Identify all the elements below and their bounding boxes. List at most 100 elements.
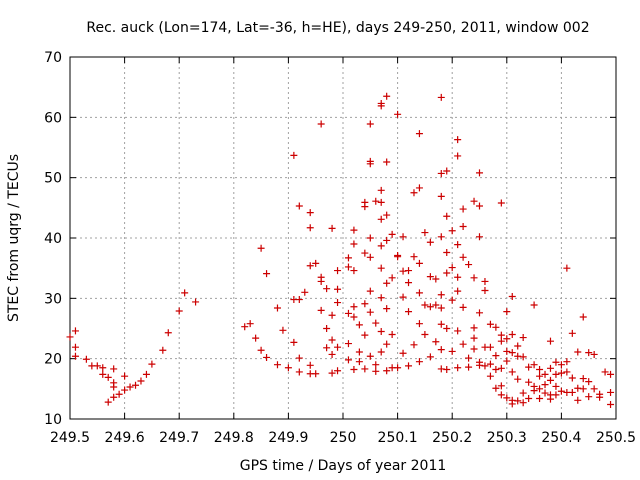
data-point (492, 352, 500, 360)
data-point (497, 364, 505, 372)
data-point (399, 233, 407, 241)
x-tick-label: 249.9 (268, 430, 308, 446)
x-tick-label: 250.4 (541, 430, 581, 446)
data-point (410, 341, 418, 349)
data-point (552, 358, 560, 366)
data-point (415, 289, 423, 297)
data-point (574, 348, 582, 356)
data-point (552, 382, 560, 390)
data-point (476, 233, 483, 241)
data-point (361, 331, 369, 339)
data-point (355, 321, 363, 329)
data-point (476, 169, 483, 177)
x-axis-label: GPS time / Days of year 2011 (240, 458, 447, 474)
data-point (361, 300, 369, 308)
data-point (421, 331, 429, 339)
data-point (557, 361, 565, 369)
data-point (579, 313, 587, 321)
data-point (399, 293, 407, 301)
data-point (377, 198, 385, 206)
data-point (399, 267, 407, 275)
data-point (366, 120, 374, 128)
data-point (410, 189, 418, 197)
data-point (377, 186, 385, 194)
data-point (525, 394, 533, 402)
data-point (415, 320, 423, 328)
tick-layer: 249.5 249.6 249.7 249.8 249.9 250 250.1 250.2 25… (44, 50, 636, 446)
data-point (426, 353, 434, 361)
data-point (437, 291, 445, 299)
data-point (399, 349, 407, 357)
data-point (328, 369, 336, 377)
x-tick-label: 250.5 (596, 430, 636, 446)
data-point (366, 234, 374, 242)
data-point (372, 319, 380, 327)
data-point (459, 303, 467, 311)
data-point (590, 350, 598, 358)
data-point (497, 337, 505, 345)
data-point (99, 370, 107, 378)
data-point (137, 377, 145, 385)
data-point (437, 365, 445, 373)
data-point (148, 360, 156, 368)
data-point (492, 323, 500, 331)
data-point (519, 334, 527, 342)
data-point (432, 338, 440, 346)
data-point (334, 343, 342, 351)
data-point (99, 364, 107, 372)
data-point (164, 329, 172, 337)
data-point (459, 340, 467, 348)
data-point (377, 294, 385, 302)
data-point (508, 400, 516, 408)
data-point (110, 383, 118, 391)
data-point (426, 303, 434, 311)
data-point (175, 307, 183, 315)
data-point (443, 325, 451, 332)
data-point (121, 386, 129, 394)
data-point (546, 376, 554, 384)
data-point (579, 375, 587, 383)
data-point (312, 370, 320, 378)
data-point (443, 269, 451, 277)
data-point (383, 340, 391, 348)
data-point (295, 202, 303, 210)
data-point (536, 366, 544, 374)
data-point (563, 264, 571, 272)
data-point (563, 358, 571, 366)
data-point (514, 352, 522, 360)
data-point (546, 337, 554, 345)
data-point (383, 236, 391, 244)
data-point (568, 329, 576, 337)
data-point (350, 366, 358, 374)
data-point (459, 253, 467, 261)
data-point (465, 261, 473, 269)
data-point (366, 352, 374, 360)
data-point (388, 274, 396, 282)
data-point (93, 362, 101, 370)
data-point (388, 331, 396, 339)
data-point (132, 381, 140, 389)
data-point (394, 110, 402, 118)
data-point (394, 253, 402, 261)
data-point (448, 227, 456, 235)
data-point (568, 388, 576, 396)
data-point (454, 152, 462, 160)
data-point (257, 244, 265, 252)
data-point (377, 348, 385, 356)
data-point (284, 364, 292, 372)
x-tick-label: 250.3 (487, 430, 527, 446)
data-point (454, 364, 462, 372)
data-point (486, 372, 494, 380)
data-point (159, 346, 167, 354)
data-point (470, 324, 478, 332)
data-point (328, 224, 336, 232)
data-point (508, 331, 516, 339)
data-point (181, 289, 189, 297)
data-point (334, 367, 342, 375)
data-point (470, 334, 478, 342)
data-point (421, 301, 429, 309)
data-point (536, 394, 544, 402)
data-point (312, 259, 320, 267)
data-point (465, 363, 473, 371)
data-point (476, 202, 483, 210)
